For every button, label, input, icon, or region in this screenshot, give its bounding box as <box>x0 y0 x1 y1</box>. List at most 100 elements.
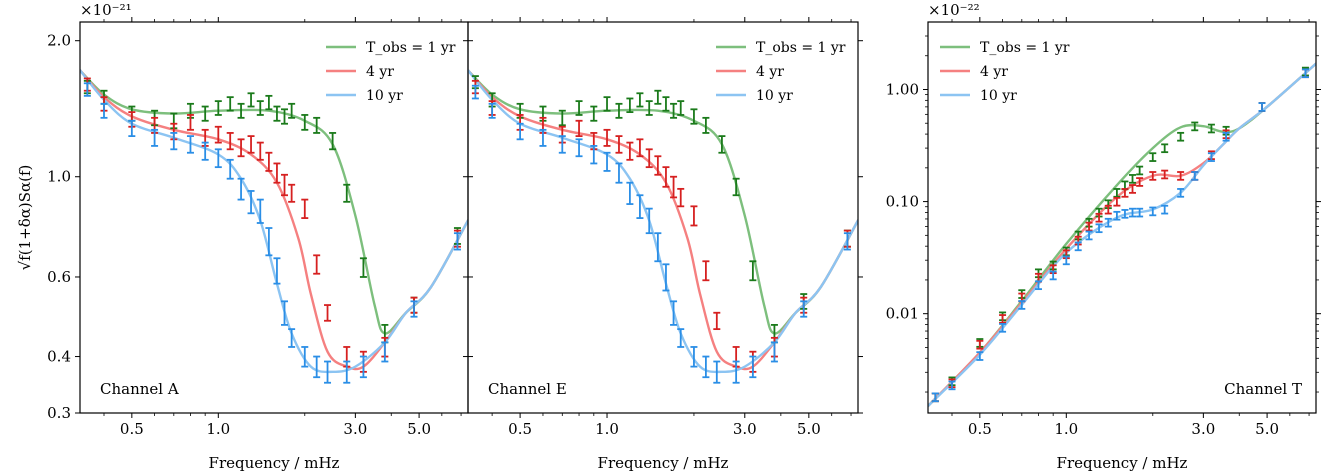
x-axis-label: Frequency / mHz <box>598 454 729 472</box>
error-bar-blue <box>471 84 479 100</box>
error-bar-green <box>1161 143 1169 154</box>
error-bar-green <box>273 105 281 122</box>
legend-label-green: T_obs = 1 yr <box>756 40 846 56</box>
error-bar-red <box>288 183 296 203</box>
x-tick-label: 3.0 <box>1191 420 1215 438</box>
error-bar-blue <box>170 132 178 151</box>
series-line-green <box>468 69 858 335</box>
error-bar-blue <box>677 328 685 348</box>
error-bar-blue <box>1136 207 1144 218</box>
plot-area-T <box>928 62 1316 408</box>
y-tick-label: 0.10 <box>886 193 919 211</box>
error-bar-blue <box>539 128 547 147</box>
x-tick-label: 0.5 <box>120 420 144 438</box>
error-bar-blue <box>313 355 321 379</box>
error-bar-green <box>1113 188 1121 198</box>
x-tick-label: 3.0 <box>733 420 757 438</box>
error-bar-blue <box>1095 223 1103 234</box>
error-bar-red <box>301 198 309 219</box>
error-bar-blue <box>843 232 851 251</box>
error-bar-blue <box>999 323 1007 333</box>
error-bar-blue <box>301 346 309 368</box>
error-bar-blue <box>770 341 778 363</box>
error-bar-green <box>615 102 623 119</box>
error-bar-blue <box>931 392 939 403</box>
error-bar-green <box>201 105 209 122</box>
error-bar-blue <box>1149 206 1157 217</box>
error-bar-blue <box>1258 102 1266 112</box>
error-bar-blue <box>702 355 710 379</box>
error-bar-green <box>1149 152 1157 162</box>
series-line-red <box>80 69 468 371</box>
error-bar-green <box>359 257 367 278</box>
error-bar-blue <box>590 145 598 165</box>
error-bar-blue <box>128 119 136 138</box>
error-bar-green <box>558 109 566 127</box>
legend-label-blue: 10 yr <box>366 88 403 104</box>
legend-label-red: 4 yr <box>756 64 784 80</box>
error-bar-red <box>1149 171 1157 181</box>
error-bar-blue <box>1074 241 1082 252</box>
legend-A: T_obs = 1 yr 4 yr 10 yr <box>326 40 456 104</box>
error-bar-red <box>281 173 289 197</box>
error-bar-red <box>677 187 685 208</box>
error-bar-blue <box>645 207 653 235</box>
error-bar-red <box>1095 212 1103 223</box>
error-bar-blue <box>1018 300 1026 310</box>
error-bar-green <box>343 183 351 203</box>
error-bar-blue <box>1113 210 1121 221</box>
error-bar-blue <box>201 141 209 161</box>
error-bar-red <box>615 135 623 154</box>
x-tick-label: 1.0 <box>595 420 619 438</box>
panel-A: 0.5 1.0 3.0 5.0 Frequency / mHz 0.3 0.4 0.6 1.0 2… <box>16 1 469 472</box>
error-bar-blue <box>359 355 367 379</box>
error-bar-blue <box>654 232 662 263</box>
error-bar-red <box>713 311 721 331</box>
legend-label-green: T_obs = 1 yr <box>980 40 1070 56</box>
error-bar-blue <box>247 190 255 215</box>
axes-frame-T <box>927 21 1317 414</box>
error-bar-red <box>1121 188 1129 198</box>
error-bar-red <box>324 304 332 322</box>
legend-E: T_obs = 1 yr 4 yr 10 yr <box>716 40 846 104</box>
error-bar-green <box>226 96 234 112</box>
y-tick-label: 0.6 <box>47 268 71 286</box>
error-bar-green <box>1177 131 1185 142</box>
error-bar-green <box>265 94 273 111</box>
error-bar-green <box>662 96 670 112</box>
y-tick-label: 0.4 <box>47 348 71 366</box>
error-bar-blue <box>603 151 611 172</box>
error-bar-green <box>718 135 726 154</box>
x-tick-label: 1.0 <box>206 420 230 438</box>
axes-frame-A <box>79 21 469 414</box>
error-bar-red <box>976 339 984 350</box>
error-bar-blue <box>636 194 644 219</box>
error-bar-green <box>1191 121 1199 132</box>
error-bar-green <box>1136 165 1144 176</box>
error-bar-blue <box>1121 209 1129 219</box>
error-bar-blue <box>800 300 808 318</box>
x-tick-label: 5.0 <box>407 420 431 438</box>
error-bar-green <box>732 177 740 197</box>
y-scale-factor: ×10⁻²¹ <box>80 1 132 19</box>
error-bar-blue <box>265 227 273 257</box>
y-scale-factor: ×10⁻²² <box>928 1 980 19</box>
channel-label: Channel A <box>100 380 179 398</box>
panel-E: 0.5 1.0 3.0 5.0 Frequency / mHz Channel E T_ob… <box>467 17 863 472</box>
error-bar-blue <box>381 341 389 363</box>
error-bar-red <box>654 155 662 176</box>
error-bar-red <box>273 162 281 184</box>
error-bar-red <box>247 135 255 154</box>
error-bar-red <box>1113 196 1121 207</box>
error-bar-blue <box>1191 171 1199 181</box>
error-bar-green <box>749 260 757 282</box>
x-axis-label: Frequency / mHz <box>1057 454 1188 472</box>
series-line-green <box>80 69 468 335</box>
error-bar-blue <box>1222 131 1230 142</box>
error-bar-green <box>636 92 644 108</box>
error-bar-red <box>256 141 264 161</box>
error-bar-red <box>214 125 222 144</box>
error-bar-red <box>636 138 644 158</box>
error-bar-blue <box>670 300 678 326</box>
